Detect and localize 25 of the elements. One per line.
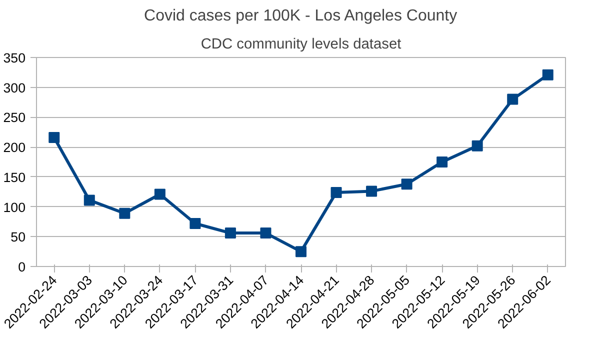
point [84,194,95,206]
point [119,208,130,219]
point [366,186,378,197]
point [260,228,272,239]
point [507,94,518,105]
point [436,156,448,168]
point [542,69,554,80]
point [48,132,60,144]
point [190,218,201,230]
y-tick-label: 150 [3,170,26,185]
point [472,140,483,152]
point [296,246,306,258]
point [330,186,342,198]
y-tick-label: 350 [3,50,26,66]
y-tick-label: 0 [18,260,26,274]
chart-title: Covid cases per 100K - Los Angeles County [144,8,458,24]
y-tick-label: 100 [3,200,26,215]
point [154,188,166,200]
chart-subtitle: CDC community levels dataset [200,36,402,52]
y-tick-label: 300 [3,80,26,96]
y-tick-label: 50 [10,230,26,245]
y-tick-label: 250 [3,110,26,126]
y-tick-label: 200 [3,140,26,156]
point [401,178,412,190]
point [224,228,236,239]
